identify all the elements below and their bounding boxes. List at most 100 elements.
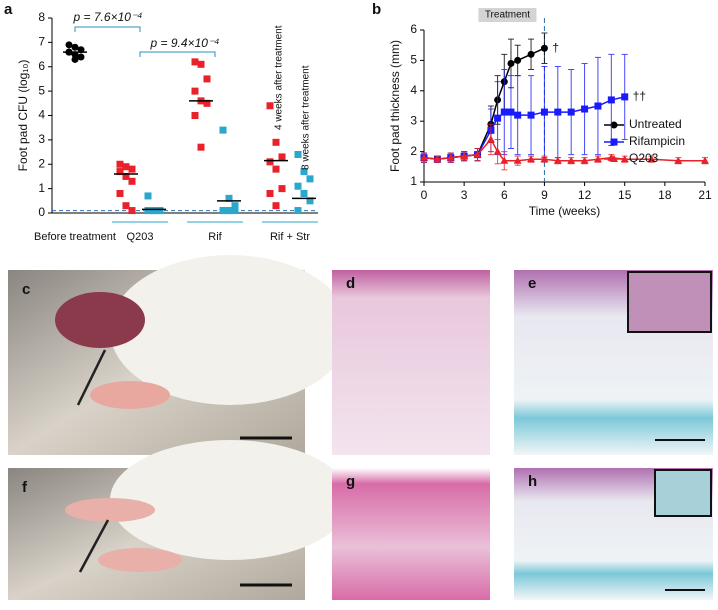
y-tick-label: 5	[38, 83, 45, 97]
p-value: p = 9.4×10⁻⁴	[150, 36, 220, 50]
data-point	[225, 207, 233, 215]
column-note: 8 weeks after treatment	[301, 65, 312, 170]
end-note: ††	[633, 89, 646, 103]
data-point	[500, 156, 509, 164]
data-point	[144, 207, 152, 215]
legend-marker	[610, 155, 618, 162]
data-point	[272, 165, 280, 173]
end-note: †	[552, 40, 559, 54]
data-point	[593, 155, 602, 163]
data-point	[225, 194, 233, 202]
data-point	[473, 150, 482, 158]
data-point	[272, 202, 280, 210]
data-point	[71, 55, 79, 63]
data-point	[567, 108, 575, 116]
photo-panels	[8, 255, 713, 600]
x-tick-label: 3	[461, 188, 468, 202]
bracket	[139, 51, 216, 57]
p-value: p = 7.6×10⁻⁴	[73, 10, 143, 24]
data-point	[116, 190, 124, 197]
data-point	[507, 108, 515, 116]
data-point	[647, 155, 656, 163]
x-tick-label: 12	[578, 188, 592, 202]
y-tick-label: 7	[38, 35, 45, 49]
data-point	[122, 172, 130, 180]
paw	[90, 381, 170, 409]
data-point	[300, 190, 308, 197]
y-tick-label: 4	[38, 108, 45, 122]
data-point	[197, 60, 205, 68]
data-point	[65, 41, 73, 49]
x-tick-label: Q203	[127, 231, 154, 243]
mouse-body	[110, 255, 350, 405]
paw	[65, 498, 155, 522]
data-point	[231, 202, 239, 210]
photo-g	[332, 468, 490, 600]
swollen-footpad	[55, 292, 145, 348]
data-point	[674, 156, 683, 164]
data-point	[580, 156, 589, 164]
data-point	[128, 207, 136, 215]
y-tick-label: 1	[38, 181, 45, 195]
data-point	[203, 75, 211, 83]
data-point	[554, 108, 562, 116]
data-point	[122, 202, 130, 210]
data-point	[540, 44, 548, 52]
data-point	[306, 175, 314, 183]
x-axis-label: Time (weeks)	[529, 204, 601, 218]
y-tick-label: 2	[38, 156, 45, 170]
legend-label: Untreated	[629, 117, 682, 131]
data-point	[219, 207, 227, 215]
data-point	[266, 158, 274, 166]
data-point	[278, 153, 286, 161]
photo-d	[332, 270, 490, 455]
data-point	[306, 197, 314, 205]
y-tick-label: 6	[410, 22, 417, 36]
data-point	[156, 207, 164, 215]
y-tick-label: 4	[410, 83, 417, 97]
legend-label: Rifampicin	[629, 134, 685, 148]
data-point	[191, 87, 199, 95]
data-point	[621, 93, 629, 101]
data-point	[122, 163, 130, 171]
data-point	[197, 143, 205, 151]
y-tick-label: 2	[410, 144, 417, 158]
data-point	[420, 153, 428, 161]
data-point	[128, 165, 136, 173]
data-point	[300, 168, 308, 176]
arrow	[76, 349, 107, 406]
data-point	[294, 182, 302, 190]
data-point	[116, 160, 124, 168]
data-point	[527, 50, 535, 58]
legend-label: Q203	[629, 151, 659, 165]
panel-label: g	[346, 473, 355, 490]
data-point	[116, 168, 124, 176]
data-point	[494, 114, 502, 122]
data-point	[219, 126, 227, 134]
inset	[654, 469, 712, 517]
bracket	[74, 26, 141, 32]
data-point	[231, 207, 239, 215]
data-point	[433, 155, 442, 163]
data-point	[540, 108, 548, 116]
y-tick-label: 5	[410, 53, 417, 67]
y-tick-label: 1	[410, 174, 417, 188]
x-tick-label: 0	[421, 188, 428, 202]
data-point	[278, 185, 286, 193]
data-point	[553, 156, 562, 164]
panel-label: c	[22, 281, 30, 298]
data-point	[446, 153, 455, 161]
y-tick-label: 8	[38, 10, 45, 24]
y-tick-label: 3	[410, 113, 417, 127]
data-point	[128, 177, 136, 185]
data-point	[527, 155, 536, 163]
treatment-box	[478, 8, 537, 22]
data-point	[514, 56, 522, 64]
data-point	[567, 156, 576, 164]
data-point	[527, 111, 535, 119]
data-point	[191, 112, 199, 119]
x-tick-label: Before treatment	[34, 231, 116, 243]
panel-label: e	[528, 275, 536, 292]
y-axis-label: Foot pad CFU (log₁₀)	[16, 60, 30, 172]
